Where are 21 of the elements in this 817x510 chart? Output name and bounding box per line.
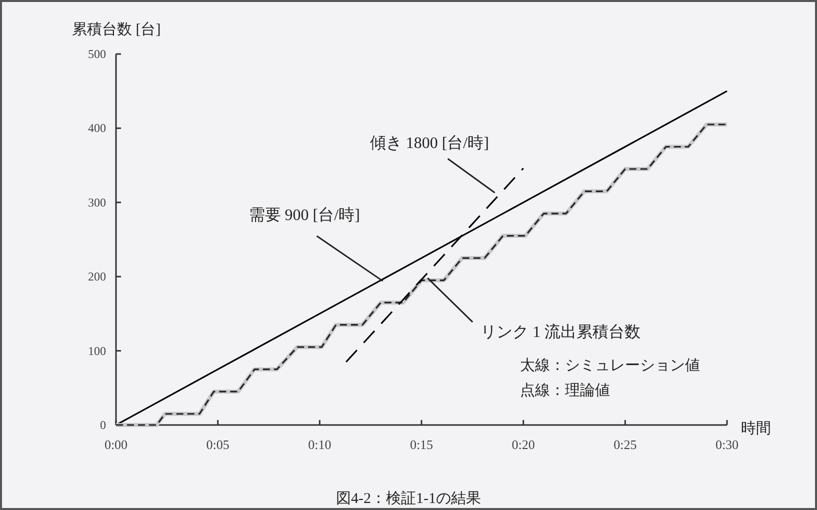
annotation: 傾き 1800 [台/時] — [370, 134, 489, 152]
ytick: 200 — [88, 270, 106, 284]
annotation: リンク 1 流出累積台数 — [480, 324, 641, 342]
annotation: 点線：理論値 — [520, 383, 610, 399]
annotation: 需要 900 [台/時] — [248, 207, 360, 224]
ytick: 300 — [88, 195, 106, 210]
ytick: 400 — [88, 121, 106, 136]
ytick: 100 — [88, 344, 106, 358]
xtick: 0:20 — [512, 437, 535, 452]
title: 図4-2：検証1-1の結果 — [336, 491, 481, 507]
xtick: 0:05 — [206, 437, 230, 452]
ytick: 0 — [100, 418, 106, 432]
xtick: 0:00 — [104, 437, 128, 452]
xtick: 0:10 — [308, 437, 332, 452]
ylabel: 累積台数 [台] — [72, 22, 161, 38]
xlabel: 時間 — [741, 421, 771, 437]
annotation: 太線：シミュレーション値 — [520, 358, 700, 374]
xtick: 0:30 — [715, 437, 739, 452]
ytick: 500 — [88, 47, 106, 61]
xtick: 0:15 — [410, 437, 434, 452]
xtick: 0:25 — [614, 437, 637, 452]
